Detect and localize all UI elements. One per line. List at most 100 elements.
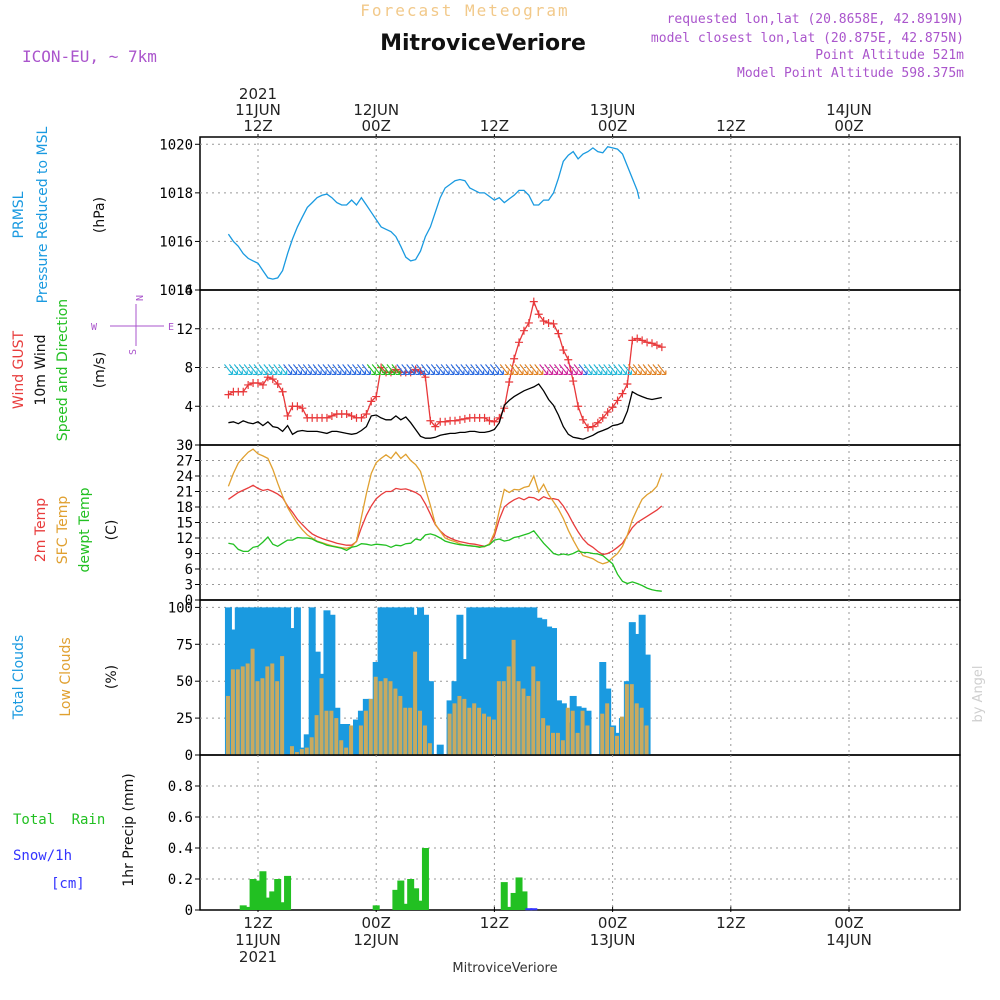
low-clouds-bar <box>477 707 482 755</box>
wind-direction-arrow <box>386 364 396 376</box>
wind-direction-arrow <box>268 364 278 376</box>
series-prmsl <box>227 145 640 280</box>
total-clouds-bar <box>407 607 415 755</box>
gust-marker <box>510 354 519 363</box>
low-clouds-bar <box>294 752 299 755</box>
rain-bar <box>254 880 262 910</box>
wind-ytick-label: 4 <box>185 399 193 415</box>
low-clouds-bar <box>452 703 457 755</box>
gust-marker <box>588 422 597 431</box>
total-clouds-bar <box>466 607 474 755</box>
gust-marker <box>357 413 366 422</box>
low-clouds-bar <box>314 715 319 755</box>
low-clouds-bar <box>531 666 536 755</box>
gust-marker <box>254 379 262 387</box>
rain-bar <box>421 848 429 910</box>
low-clouds-bar <box>270 663 275 755</box>
total-clouds-bar <box>328 614 336 755</box>
pressure-ytick-label: 1016 <box>159 234 193 250</box>
gust-marker <box>648 339 656 348</box>
wind-direction-arrow <box>347 364 357 376</box>
wind-direction-arrow <box>534 364 544 376</box>
gust-marker <box>485 416 494 425</box>
precip-frame <box>199 754 961 911</box>
wind-dir-label: Speed and Direction <box>55 299 71 441</box>
low-clouds-bar <box>408 707 413 755</box>
series-dewpt-temp <box>228 529 662 592</box>
wind-direction-arrow <box>381 364 391 376</box>
low-clouds-bar <box>225 695 230 755</box>
total-clouds-bar <box>545 626 553 755</box>
gust-marker <box>559 346 568 355</box>
low-clouds-bar <box>413 651 418 755</box>
wind-direction-arrow <box>416 364 426 376</box>
wind-direction-arrow <box>632 364 642 376</box>
top-axis-label: 00Z <box>362 117 391 135</box>
bottom-axis-label: 11JUN <box>235 931 281 949</box>
wind-direction-arrow <box>420 364 431 376</box>
gust-marker <box>633 334 642 343</box>
low-clouds-bar <box>565 707 570 755</box>
low-clouds-bar <box>467 707 472 755</box>
snow-unit-legend: [cm] <box>51 876 85 892</box>
wind-direction-arrow <box>544 364 554 376</box>
low-clouds-bar <box>393 688 398 755</box>
temperature-ytick-label: 9 <box>185 547 193 563</box>
wind-direction-arrow <box>598 364 608 376</box>
low-clouds-bar <box>349 725 354 755</box>
low-clouds-bar <box>486 716 491 755</box>
wind-direction-arrow <box>524 364 534 376</box>
low-clouds-bar <box>388 681 393 755</box>
gust-marker <box>623 379 632 388</box>
total-clouds-bar <box>224 607 232 755</box>
wind-direction-arrow <box>450 364 460 376</box>
precip-panel: 0 0.2 0.4 0.6 0.8 <box>168 754 961 919</box>
bottom-axis-label: 12JUN <box>353 931 399 949</box>
low-clouds-bar <box>319 678 324 755</box>
wind-direction-arrow <box>642 364 652 376</box>
total-clouds-bar <box>397 607 405 755</box>
wind-direction-arrow <box>258 364 268 376</box>
wind-direction-arrow <box>470 364 480 376</box>
pressure-ytick-label: 1014 <box>159 283 193 299</box>
wind-direction-arrow <box>288 364 298 376</box>
low-clouds-bar <box>457 695 462 755</box>
total-clouds-bar <box>343 724 351 755</box>
gust-marker <box>505 378 514 387</box>
rain-bar <box>264 897 272 910</box>
product-title: Forecast Meteogram <box>360 1 569 20</box>
wind-direction-arrow <box>617 364 628 376</box>
total-clouds-bar <box>421 614 429 755</box>
wind-direction-arrow <box>603 364 613 376</box>
total-clouds-label: Total Clouds <box>11 635 27 720</box>
low-clouds-bar <box>339 740 344 755</box>
wind-direction-arrow <box>332 364 342 376</box>
gust-marker <box>372 392 381 401</box>
wind-direction-arrow <box>627 364 637 376</box>
gust-marker <box>529 297 538 306</box>
wind-ytick-label: 0 <box>185 438 193 454</box>
temperature-ytick-label: 24 <box>176 469 193 485</box>
top-axis-label: 12Z <box>716 117 745 135</box>
snow-bar <box>525 908 533 911</box>
low-clouds-bar <box>506 666 511 755</box>
compass-north: N <box>133 295 144 301</box>
low-clouds-bar <box>368 698 373 755</box>
wind-direction-arrow <box>297 364 307 376</box>
low-clouds-bar <box>600 713 605 755</box>
gust-marker <box>569 377 578 386</box>
top-axis-label: 00Z <box>598 117 627 135</box>
total-clouds-bar <box>554 700 562 755</box>
gust-marker <box>460 414 469 423</box>
gust-marker <box>258 380 267 389</box>
gust-marker <box>618 389 627 398</box>
bottom-axis-label: 13JUN <box>590 931 636 949</box>
total-clouds-bar <box>293 607 301 755</box>
requested-coords: requested lon,lat (20.8658E, 42.8919N) <box>667 12 964 27</box>
top-axis-label: 12Z <box>480 117 509 135</box>
low-clouds-bar <box>516 681 521 755</box>
wind-direction-arrow <box>352 364 362 376</box>
low-clouds-bar <box>427 743 432 755</box>
gust-marker <box>579 415 588 424</box>
wind-direction-arrow <box>608 364 618 376</box>
